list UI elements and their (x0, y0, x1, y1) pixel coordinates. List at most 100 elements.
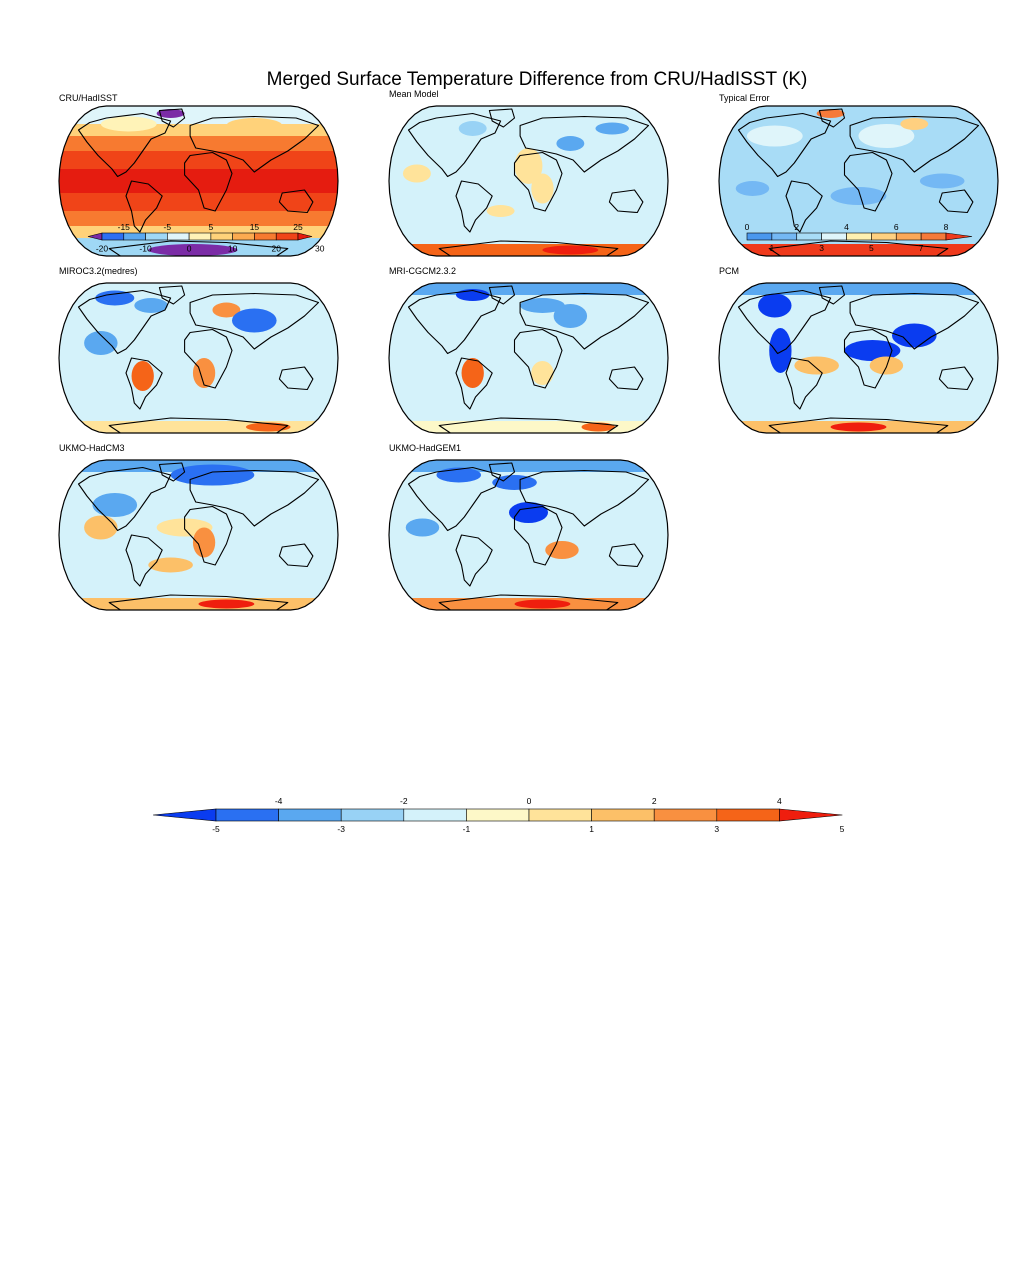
colorbar-swatch (215, 808, 279, 822)
colorbar-tick-label: 5 (840, 824, 845, 834)
colorbar-swatch (254, 232, 277, 241)
panel-label: Typical Error (719, 93, 770, 103)
colorbar-tick-label: 3 (819, 243, 824, 253)
colorbar-tick-label: 4 (777, 796, 782, 806)
temperature-field (389, 106, 668, 256)
colorbar-absolute: -20 -10 0 10 20 30 -15 -5 5 15 25 (87, 222, 325, 254)
temperature-field (59, 106, 338, 256)
colorbar-max-arrow (779, 808, 843, 822)
coastline-australia (938, 366, 974, 391)
coastline-antarctica (438, 417, 619, 433)
coastline-eurasia (849, 115, 980, 173)
coastline-south-america (125, 534, 163, 587)
coastline-greenland (818, 108, 846, 128)
coastline-australia (278, 189, 314, 214)
panel-label: UKMO-HadGEM1 (389, 443, 461, 453)
map-outline (718, 282, 999, 434)
coastline-africa (843, 328, 893, 389)
coastline-antarctica (108, 417, 289, 433)
colorbar-tick-label: -5 (212, 824, 220, 834)
colorbar-swatch (340, 808, 405, 822)
coastline-antarctica (768, 240, 949, 256)
colorbar-swatch (167, 232, 190, 241)
colorbar-tick-label: 4 (844, 222, 849, 232)
coastline-africa (843, 151, 893, 212)
panel-miroc: MIROC3.2(medres) (58, 266, 339, 434)
map-outline (388, 459, 669, 611)
coastline-antarctica (108, 594, 289, 610)
colorbar-tick-label: -4 (275, 796, 283, 806)
coastline-australia (608, 543, 644, 568)
colorbar-tick-label: 0 (745, 222, 750, 232)
colorbar-tick-label: 2 (794, 222, 799, 232)
colorbar-min-arrow (152, 808, 217, 822)
colorbar-tick-label: 25 (293, 222, 303, 232)
coastline-eurasia (189, 292, 320, 350)
coastline-south-america (785, 180, 823, 233)
coastline-antarctica (768, 417, 949, 433)
world-map (718, 282, 999, 434)
coastline-greenland (158, 108, 186, 128)
colorbar-swatch (871, 232, 897, 241)
panel-pcm: PCM (718, 266, 999, 434)
colorbar-swatch (846, 232, 872, 241)
map-outline (58, 282, 339, 434)
temperature-field (719, 106, 998, 256)
coastline-africa (184, 328, 233, 389)
coastline-australia (278, 543, 314, 568)
colorbar-tick-label: 3 (714, 824, 719, 834)
colorbar-tick-label: 7 (919, 243, 924, 253)
world-map (58, 105, 339, 257)
temperature-field (59, 283, 338, 433)
colorbar-tick-label: 2 (652, 796, 657, 806)
colorbar-swatch (771, 232, 798, 241)
colorbar-swatch (895, 232, 922, 241)
colorbar-swatch (716, 808, 780, 822)
colorbar-tick-label: 20 (271, 244, 281, 254)
map-outline (388, 282, 669, 434)
colorbar-swatch (796, 232, 822, 241)
colorbar-swatch (466, 808, 530, 822)
coastline-africa (513, 505, 563, 566)
coastline-greenland (488, 462, 516, 482)
temperature-field (389, 460, 668, 610)
coastline-australia (278, 366, 314, 391)
coastline-australia (938, 189, 974, 214)
colorbar-swatch (210, 232, 233, 241)
colorbar-tick-label: -15 (118, 222, 131, 232)
coastline-greenland (158, 462, 186, 482)
temperature-field (389, 283, 668, 433)
map-outline (58, 105, 339, 257)
coastline-eurasia (519, 115, 650, 173)
coastline-antarctica (438, 594, 619, 610)
colorbar-swatch (275, 232, 299, 241)
colorbar-tick-label: -1 (463, 824, 471, 834)
colorbar-swatch (653, 808, 718, 822)
coastline-greenland (158, 285, 186, 305)
colorbar-tick-label: 0 (187, 244, 192, 254)
world-map (718, 105, 999, 257)
coastline-greenland (488, 108, 516, 128)
map-outline (58, 459, 339, 611)
coastline-eurasia (519, 469, 650, 527)
colorbar-tick-label: 30 (315, 244, 325, 254)
colorbar-swatch (145, 232, 168, 241)
colorbar-swatch (123, 232, 146, 241)
colorbar-tick-label: -20 (96, 244, 109, 254)
coastline-eurasia (849, 292, 980, 350)
world-map (58, 459, 339, 611)
colorbar-tick-label: 10 (228, 244, 238, 254)
colorbar-swatch (101, 232, 125, 241)
panel-mri: MRI-CGCM2.3.2 (388, 266, 669, 434)
panel-label: MIROC3.2(medres) (59, 266, 138, 276)
colorbar-swatch (403, 808, 467, 822)
panel-label: UKMO-HadCM3 (59, 443, 125, 453)
colorbar-max-arrow (297, 232, 313, 241)
coastline-eurasia (189, 115, 320, 173)
colorbar-tick-label: -5 (164, 222, 172, 232)
colorbar-swatch (821, 232, 847, 241)
coastline-australia (608, 366, 644, 391)
temperature-field (719, 283, 998, 433)
coastline-antarctica (108, 240, 289, 256)
